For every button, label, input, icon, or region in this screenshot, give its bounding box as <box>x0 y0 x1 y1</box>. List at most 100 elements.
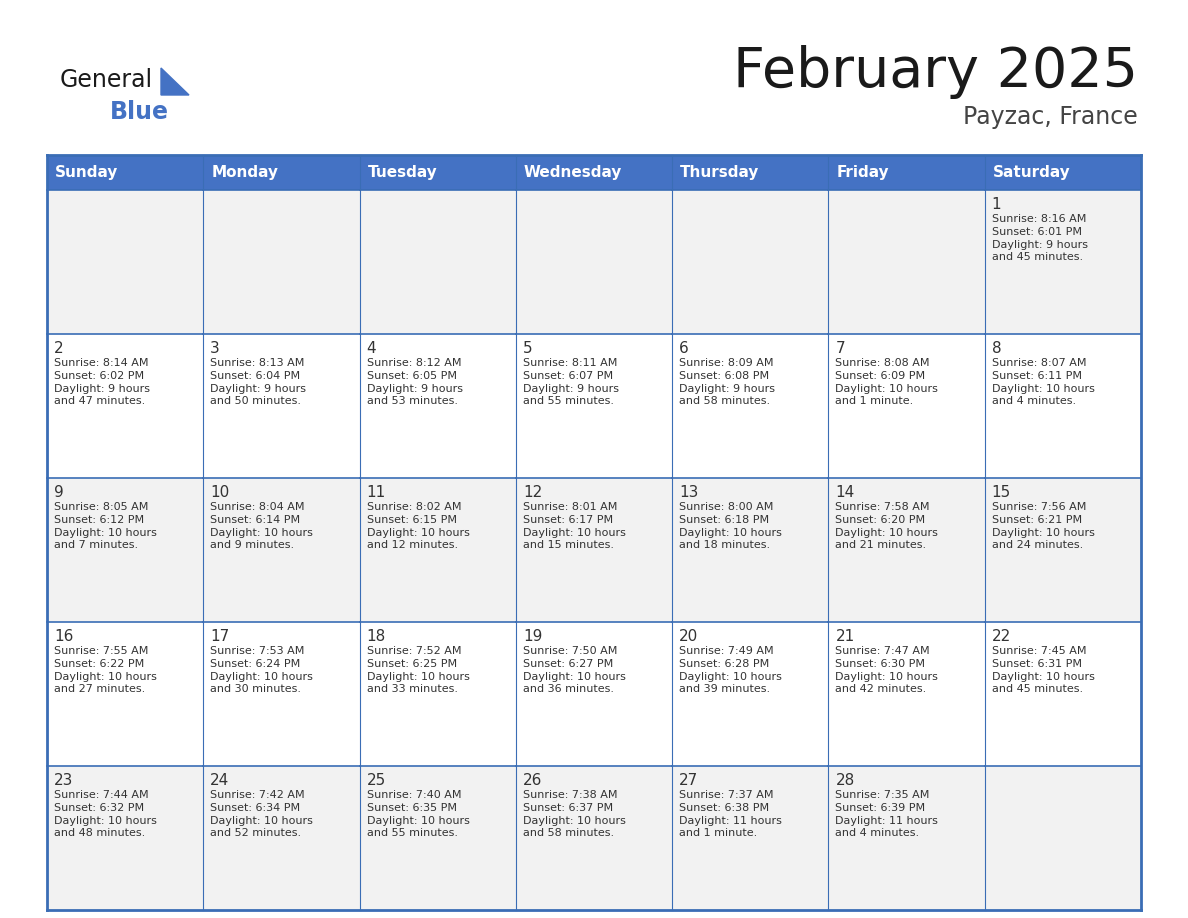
Bar <box>985 622 1140 766</box>
Bar <box>48 622 203 766</box>
Text: Sunrise: 7:56 AM
Sunset: 6:21 PM
Daylight: 10 hours
and 24 minutes.: Sunrise: 7:56 AM Sunset: 6:21 PM Dayligh… <box>992 502 1094 551</box>
Bar <box>360 766 516 910</box>
Bar <box>828 334 985 478</box>
Text: 12: 12 <box>523 485 542 500</box>
Text: Wednesday: Wednesday <box>524 165 623 180</box>
Text: 21: 21 <box>835 629 854 644</box>
Text: Sunrise: 7:47 AM
Sunset: 6:30 PM
Daylight: 10 hours
and 42 minutes.: Sunrise: 7:47 AM Sunset: 6:30 PM Dayligh… <box>835 646 939 694</box>
Bar <box>360 190 516 334</box>
Bar <box>360 478 516 622</box>
Bar <box>828 622 985 766</box>
Text: Friday: Friday <box>836 165 889 180</box>
Text: Sunrise: 8:14 AM
Sunset: 6:02 PM
Daylight: 9 hours
and 47 minutes.: Sunrise: 8:14 AM Sunset: 6:02 PM Dayligh… <box>53 358 150 407</box>
Text: Sunrise: 7:53 AM
Sunset: 6:24 PM
Daylight: 10 hours
and 30 minutes.: Sunrise: 7:53 AM Sunset: 6:24 PM Dayligh… <box>210 646 314 694</box>
Text: Payzac, France: Payzac, France <box>963 105 1138 129</box>
Text: Sunrise: 7:58 AM
Sunset: 6:20 PM
Daylight: 10 hours
and 21 minutes.: Sunrise: 7:58 AM Sunset: 6:20 PM Dayligh… <box>835 502 939 551</box>
Text: 2: 2 <box>53 341 64 356</box>
Bar <box>516 334 672 478</box>
Text: 27: 27 <box>680 773 699 788</box>
Text: Sunrise: 8:09 AM
Sunset: 6:08 PM
Daylight: 9 hours
and 58 minutes.: Sunrise: 8:09 AM Sunset: 6:08 PM Dayligh… <box>680 358 775 407</box>
Text: Sunrise: 7:35 AM
Sunset: 6:39 PM
Daylight: 11 hours
and 4 minutes.: Sunrise: 7:35 AM Sunset: 6:39 PM Dayligh… <box>835 790 939 838</box>
Text: 9: 9 <box>53 485 64 500</box>
Bar <box>672 155 828 190</box>
Bar <box>203 622 360 766</box>
Bar <box>203 334 360 478</box>
Text: Sunrise: 8:00 AM
Sunset: 6:18 PM
Daylight: 10 hours
and 18 minutes.: Sunrise: 8:00 AM Sunset: 6:18 PM Dayligh… <box>680 502 782 551</box>
Bar <box>516 622 672 766</box>
Text: 28: 28 <box>835 773 854 788</box>
Text: 1: 1 <box>992 197 1001 212</box>
Text: General: General <box>61 68 153 92</box>
Text: 11: 11 <box>367 485 386 500</box>
Text: 19: 19 <box>523 629 542 644</box>
Text: Sunrise: 7:50 AM
Sunset: 6:27 PM
Daylight: 10 hours
and 36 minutes.: Sunrise: 7:50 AM Sunset: 6:27 PM Dayligh… <box>523 646 626 694</box>
Text: Sunrise: 7:52 AM
Sunset: 6:25 PM
Daylight: 10 hours
and 33 minutes.: Sunrise: 7:52 AM Sunset: 6:25 PM Dayligh… <box>367 646 469 694</box>
Bar <box>48 766 203 910</box>
Text: Sunrise: 8:16 AM
Sunset: 6:01 PM
Daylight: 9 hours
and 45 minutes.: Sunrise: 8:16 AM Sunset: 6:01 PM Dayligh… <box>992 214 1088 263</box>
Bar <box>828 190 985 334</box>
Bar <box>672 334 828 478</box>
Text: 13: 13 <box>680 485 699 500</box>
Text: Sunrise: 7:38 AM
Sunset: 6:37 PM
Daylight: 10 hours
and 58 minutes.: Sunrise: 7:38 AM Sunset: 6:37 PM Dayligh… <box>523 790 626 838</box>
Bar <box>360 334 516 478</box>
Text: Sunrise: 8:13 AM
Sunset: 6:04 PM
Daylight: 9 hours
and 50 minutes.: Sunrise: 8:13 AM Sunset: 6:04 PM Dayligh… <box>210 358 307 407</box>
Text: Sunrise: 8:07 AM
Sunset: 6:11 PM
Daylight: 10 hours
and 4 minutes.: Sunrise: 8:07 AM Sunset: 6:11 PM Dayligh… <box>992 358 1094 407</box>
Bar <box>360 622 516 766</box>
Bar <box>516 155 672 190</box>
Text: Sunday: Sunday <box>55 165 119 180</box>
Text: Sunrise: 8:01 AM
Sunset: 6:17 PM
Daylight: 10 hours
and 15 minutes.: Sunrise: 8:01 AM Sunset: 6:17 PM Dayligh… <box>523 502 626 551</box>
Text: 22: 22 <box>992 629 1011 644</box>
Bar <box>672 622 828 766</box>
Text: 16: 16 <box>53 629 74 644</box>
Bar <box>516 478 672 622</box>
Text: 15: 15 <box>992 485 1011 500</box>
Bar <box>360 155 516 190</box>
Bar <box>672 766 828 910</box>
Bar <box>985 190 1140 334</box>
Text: Sunrise: 7:49 AM
Sunset: 6:28 PM
Daylight: 10 hours
and 39 minutes.: Sunrise: 7:49 AM Sunset: 6:28 PM Dayligh… <box>680 646 782 694</box>
Bar <box>203 155 360 190</box>
Text: Sunrise: 7:42 AM
Sunset: 6:34 PM
Daylight: 10 hours
and 52 minutes.: Sunrise: 7:42 AM Sunset: 6:34 PM Dayligh… <box>210 790 314 838</box>
Bar <box>828 478 985 622</box>
Bar <box>203 766 360 910</box>
Bar <box>985 478 1140 622</box>
Text: Sunrise: 8:08 AM
Sunset: 6:09 PM
Daylight: 10 hours
and 1 minute.: Sunrise: 8:08 AM Sunset: 6:09 PM Dayligh… <box>835 358 939 407</box>
Text: 14: 14 <box>835 485 854 500</box>
Text: Sunrise: 7:55 AM
Sunset: 6:22 PM
Daylight: 10 hours
and 27 minutes.: Sunrise: 7:55 AM Sunset: 6:22 PM Dayligh… <box>53 646 157 694</box>
Text: 26: 26 <box>523 773 542 788</box>
Text: Thursday: Thursday <box>681 165 759 180</box>
Text: Saturday: Saturday <box>993 165 1070 180</box>
Text: Sunrise: 7:44 AM
Sunset: 6:32 PM
Daylight: 10 hours
and 48 minutes.: Sunrise: 7:44 AM Sunset: 6:32 PM Dayligh… <box>53 790 157 838</box>
Bar <box>985 334 1140 478</box>
Text: 3: 3 <box>210 341 220 356</box>
Bar <box>48 478 203 622</box>
Bar <box>48 334 203 478</box>
Text: Sunrise: 8:12 AM
Sunset: 6:05 PM
Daylight: 9 hours
and 53 minutes.: Sunrise: 8:12 AM Sunset: 6:05 PM Dayligh… <box>367 358 462 407</box>
Text: February 2025: February 2025 <box>733 45 1138 99</box>
Bar <box>672 190 828 334</box>
Polygon shape <box>162 68 189 95</box>
Text: Tuesday: Tuesday <box>367 165 437 180</box>
Bar <box>985 766 1140 910</box>
Bar <box>203 478 360 622</box>
Text: 4: 4 <box>367 341 377 356</box>
Bar <box>48 155 203 190</box>
Text: 10: 10 <box>210 485 229 500</box>
Text: 18: 18 <box>367 629 386 644</box>
Text: Sunrise: 8:04 AM
Sunset: 6:14 PM
Daylight: 10 hours
and 9 minutes.: Sunrise: 8:04 AM Sunset: 6:14 PM Dayligh… <box>210 502 314 551</box>
Bar <box>828 155 985 190</box>
Text: 20: 20 <box>680 629 699 644</box>
Bar <box>48 190 203 334</box>
Text: Sunrise: 8:05 AM
Sunset: 6:12 PM
Daylight: 10 hours
and 7 minutes.: Sunrise: 8:05 AM Sunset: 6:12 PM Dayligh… <box>53 502 157 551</box>
Bar <box>203 190 360 334</box>
Text: 25: 25 <box>367 773 386 788</box>
Text: 17: 17 <box>210 629 229 644</box>
Text: 23: 23 <box>53 773 74 788</box>
Text: Sunrise: 7:40 AM
Sunset: 6:35 PM
Daylight: 10 hours
and 55 minutes.: Sunrise: 7:40 AM Sunset: 6:35 PM Dayligh… <box>367 790 469 838</box>
Bar <box>516 766 672 910</box>
Text: Sunrise: 7:37 AM
Sunset: 6:38 PM
Daylight: 11 hours
and 1 minute.: Sunrise: 7:37 AM Sunset: 6:38 PM Dayligh… <box>680 790 782 838</box>
Bar <box>828 766 985 910</box>
Text: Monday: Monday <box>211 165 278 180</box>
Text: 6: 6 <box>680 341 689 356</box>
Bar <box>672 478 828 622</box>
